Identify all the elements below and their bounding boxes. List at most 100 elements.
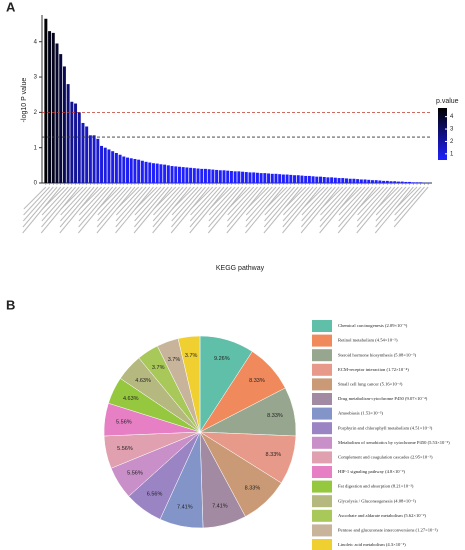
x-label-placeholder: [375, 186, 403, 216]
x-axis-label: KEGG pathway: [216, 265, 265, 272]
x-label-placeholder: [338, 186, 366, 216]
x-label-placeholder: [375, 186, 410, 228]
bar: [107, 149, 111, 183]
y-tick-label: 0: [34, 181, 38, 187]
bar: [289, 174, 293, 183]
x-label-placeholder: [394, 186, 422, 216]
legend-label: Porphyrin and chlorophyll metabolism (4.…: [338, 425, 433, 430]
legend-swatch: [312, 422, 332, 435]
bar: [159, 164, 163, 183]
legend-swatch: [312, 436, 332, 449]
colorbar-tick-label: 2: [450, 139, 454, 145]
slice-label: 5.56%: [117, 446, 133, 452]
bar: [203, 168, 207, 183]
x-label-placeholder: [78, 186, 106, 216]
x-label-placeholder: [190, 186, 214, 210]
x-label-placeholder: [263, 186, 299, 228]
bar: [408, 181, 412, 183]
bar: [51, 32, 55, 183]
bar: [88, 135, 92, 183]
x-label-placeholder: [356, 186, 396, 234]
bar: [233, 171, 237, 183]
slice-label: 8.33%: [245, 486, 261, 492]
bar: [215, 169, 219, 183]
bar: [304, 175, 308, 183]
x-label-placeholder: [152, 186, 188, 228]
bar: [359, 179, 363, 183]
x-label-placeholder: [133, 186, 173, 234]
x-label-placeholder: [115, 186, 143, 216]
y-axis-label: -log10 P value: [21, 78, 28, 123]
bar: [307, 175, 311, 183]
bar: [200, 168, 204, 183]
x-label-placeholder: [264, 186, 295, 222]
bar: [415, 182, 419, 183]
colorbar: [438, 108, 447, 160]
x-label-placeholder: [134, 186, 165, 222]
x-label-placeholder: [79, 186, 102, 210]
bar: [196, 168, 200, 183]
slice-label: 3.7%: [168, 357, 181, 363]
bar: [367, 179, 371, 183]
bar: [293, 175, 297, 183]
x-label-placeholder: [208, 186, 236, 216]
bar: [241, 171, 245, 183]
x-label-placeholder: [319, 186, 351, 222]
bar: [263, 173, 267, 183]
bar: [363, 179, 367, 183]
x-label-placeholder: [42, 186, 65, 210]
slice-label: 8.33%: [249, 378, 265, 384]
x-label-placeholder: [22, 186, 62, 234]
x-label-placeholder: [394, 186, 425, 222]
x-label-placeholder: [337, 186, 377, 234]
bar: [270, 173, 274, 183]
slice-label: 4.63%: [135, 378, 151, 384]
legend-label: Steroid hormone biosynthesis (5.08×10⁻⁵): [338, 352, 417, 357]
legend-label: Metabolism of xenobiotics by cytochrome …: [338, 440, 450, 445]
x-label-placeholder: [283, 186, 307, 210]
x-label-placeholder: [264, 186, 292, 216]
bar: [352, 178, 356, 183]
bar: [374, 180, 378, 183]
bar: [155, 163, 159, 183]
x-label-placeholder: [189, 186, 229, 234]
bar: [315, 176, 319, 183]
bar: [281, 174, 285, 183]
x-label-placeholder: [171, 186, 199, 216]
bar: [333, 177, 337, 183]
x-label-placeholder: [115, 186, 154, 234]
x-label-placeholder: [96, 186, 132, 228]
y-tick-label: 2: [34, 110, 38, 116]
bar: [133, 158, 137, 183]
x-label-placeholder: [208, 186, 240, 222]
x-label-placeholder: [282, 186, 314, 222]
bar: [85, 126, 89, 183]
bar: [370, 180, 374, 183]
slice-label: 7.41%: [212, 504, 228, 510]
bar: [122, 156, 126, 183]
bar: [274, 173, 278, 183]
bar: [48, 31, 52, 184]
x-label-placeholder: [227, 186, 251, 210]
bar: [114, 152, 118, 183]
x-label-placeholder: [60, 186, 84, 210]
bar: [81, 122, 85, 183]
x-label-placeholder: [152, 186, 191, 234]
x-label-placeholder: [115, 186, 151, 228]
x-label-placeholder: [189, 186, 225, 228]
legend-label: Fat digestion and absorption (8.21×10⁻³): [338, 484, 414, 489]
bar: [319, 176, 322, 183]
x-label-placeholder: [40, 186, 80, 234]
x-label-placeholder: [153, 186, 177, 210]
x-label-placeholder: [320, 186, 344, 210]
bar: [244, 172, 248, 183]
bar: [218, 170, 222, 183]
x-label-placeholder: [356, 186, 388, 222]
x-label-placeholder: [338, 186, 370, 222]
legend-swatch: [312, 539, 332, 550]
legend-label: Drug metabolism-cytochrome P450 (9.07×10…: [338, 396, 428, 401]
x-label-placeholder: [320, 186, 347, 216]
legend-label: Retinol metabolism (4.54×10⁻⁵): [338, 338, 398, 343]
x-label-placeholder: [189, 186, 221, 222]
bar: [55, 43, 59, 183]
